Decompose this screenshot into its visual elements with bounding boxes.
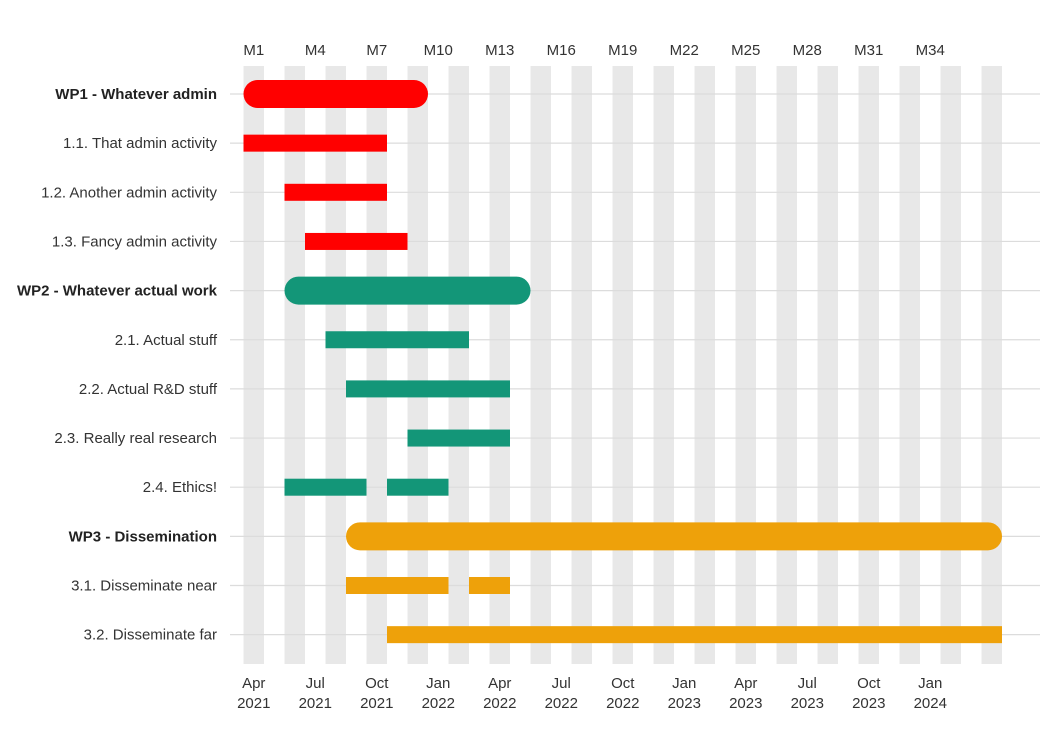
month-band — [530, 66, 551, 664]
bottom-tick-month: Oct — [365, 675, 389, 692]
task-bar — [325, 331, 469, 349]
task-bar — [407, 429, 510, 447]
task-label: 2.2. Actual R&D stuff — [79, 381, 218, 398]
task-label: 2.3. Really real research — [54, 430, 217, 447]
month-band — [571, 66, 592, 664]
month-band — [284, 66, 305, 664]
task-label: 1.3. Fancy admin activity — [52, 233, 218, 250]
month-band — [735, 66, 756, 664]
task-bar — [346, 380, 510, 398]
bottom-tick-month: Apr — [734, 675, 757, 692]
bottom-tick-year: 2023 — [852, 695, 885, 712]
top-tick-label: M4 — [305, 42, 326, 59]
bottom-tick-year: 2021 — [299, 695, 332, 712]
top-tick-label: M25 — [731, 42, 760, 59]
month-band — [489, 66, 510, 664]
top-tick-label: M1 — [243, 42, 264, 59]
bottom-tick-month: Jul — [306, 675, 325, 692]
bottom-tick-year: 2023 — [729, 695, 762, 712]
month-band — [653, 66, 674, 664]
month-band — [694, 66, 715, 664]
task-label: 3.2. Disseminate far — [84, 627, 217, 644]
bottom-tick-year: 2021 — [237, 695, 270, 712]
workpackage-label: WP1 - Whatever admin — [55, 86, 217, 103]
bottom-tick-year: 2024 — [914, 695, 947, 712]
month-band — [612, 66, 633, 664]
task-bar — [305, 232, 408, 250]
task-bar — [387, 478, 449, 496]
workpackage-label: WP2 - Whatever actual work — [17, 283, 218, 300]
task-label: 1.1. That admin activity — [63, 135, 217, 152]
top-tick-label: M28 — [793, 42, 822, 59]
month-band — [243, 66, 264, 664]
month-band — [817, 66, 838, 664]
bottom-tick-month: Jul — [552, 675, 571, 692]
top-tick-label: M19 — [608, 42, 637, 59]
bottom-tick-month: Jan — [672, 675, 696, 692]
top-tick-label: M22 — [670, 42, 699, 59]
top-tick-label: M10 — [424, 42, 453, 59]
top-tick-label: M31 — [854, 42, 883, 59]
bottom-tick-year: 2022 — [545, 695, 578, 712]
bottom-tick-month: Oct — [611, 675, 635, 692]
bottom-tick-month: Jan — [918, 675, 942, 692]
bottom-tick-year: 2022 — [606, 695, 639, 712]
bottom-axis-labels: Apr 2021 Jul 2021 Oct 2021 Jan 2022 Apr 2022 Jul 20… — [237, 675, 947, 712]
bottom-tick-month: Jul — [798, 675, 817, 692]
bottom-tick-month: Jan — [426, 675, 450, 692]
month-band — [899, 66, 920, 664]
top-tick-label: M13 — [485, 42, 514, 59]
task-bar — [346, 577, 449, 594]
bottom-tick-year: 2022 — [483, 695, 516, 712]
bottom-tick-year: 2023 — [791, 695, 824, 712]
month-band — [776, 66, 797, 664]
task-bar — [387, 626, 1002, 644]
task-label: 2.1. Actual stuff — [115, 332, 218, 349]
top-tick-label: M34 — [916, 42, 945, 59]
task-bar — [469, 577, 510, 594]
month-band — [366, 66, 387, 664]
top-tick-label: M16 — [547, 42, 576, 59]
month-band — [325, 66, 346, 664]
task-bar — [284, 183, 387, 201]
task-bars — [243, 80, 1002, 644]
bottom-tick-month: Apr — [488, 675, 511, 692]
bottom-tick-month: Apr — [242, 675, 265, 692]
bottom-tick-month: Oct — [857, 675, 881, 692]
month-band — [981, 66, 1002, 664]
bottom-tick-year: 2021 — [360, 695, 393, 712]
month-band — [940, 66, 961, 664]
task-bar — [243, 134, 387, 152]
top-tick-label: M7 — [366, 42, 387, 59]
row-labels: WP1 - Whatever admin 1.1. That admin acti… — [17, 86, 218, 644]
workpackage-label: WP3 - Dissemination — [69, 528, 217, 545]
task-label: 3.1. Disseminate near — [71, 578, 217, 595]
top-axis-labels: M1 M4 M7 M10 M13 M16 M19 M22 M25 M28 M31 M34 — [243, 42, 945, 59]
task-bar — [284, 478, 367, 496]
month-band — [858, 66, 879, 664]
bottom-tick-year: 2022 — [422, 695, 455, 712]
task-label: 2.4. Ethics! — [143, 479, 217, 496]
bottom-tick-year: 2023 — [668, 695, 701, 712]
month-band — [407, 66, 428, 664]
month-bands — [243, 66, 1002, 664]
task-label: 1.2. Another admin activity — [41, 184, 217, 201]
month-band — [448, 66, 469, 664]
